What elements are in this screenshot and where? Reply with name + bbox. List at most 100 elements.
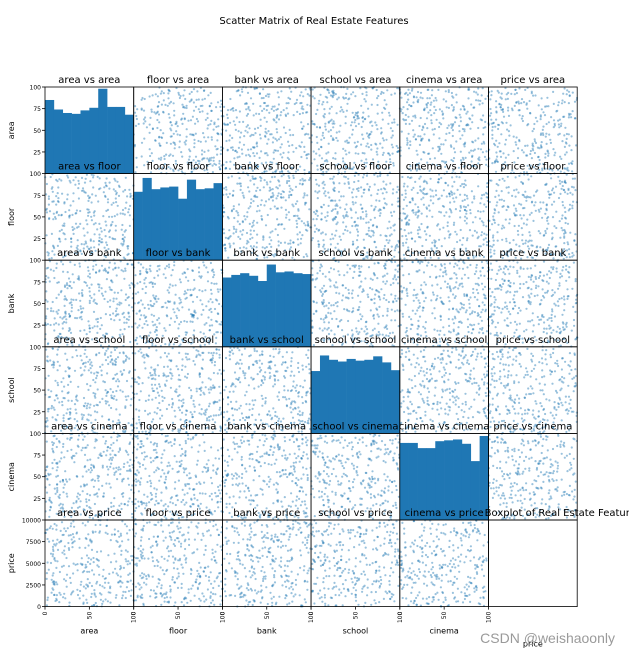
- scatter-point: [429, 103, 432, 106]
- scatter-point: [238, 120, 241, 124]
- scatter-point: [508, 222, 511, 225]
- scatter-point: [501, 205, 504, 208]
- scatter-point: [57, 335, 60, 338]
- scatter-point: [513, 161, 516, 164]
- scatter-point: [74, 212, 77, 215]
- scatter-point: [484, 294, 487, 297]
- scatter-point: [184, 331, 187, 334]
- scatter-point: [234, 128, 237, 131]
- scatter-point: [367, 221, 370, 224]
- scatter-point: [243, 135, 246, 138]
- scatter-point: [263, 101, 267, 105]
- scatter-point: [347, 292, 351, 295]
- scatter-point: [239, 237, 242, 240]
- scatter-point: [546, 217, 549, 220]
- scatter-point: [189, 313, 193, 316]
- scatter-point: [47, 342, 50, 345]
- scatter-point: [360, 125, 363, 129]
- scatter-point: [397, 297, 400, 300]
- scatter-point: [388, 220, 391, 223]
- scatter-point: [113, 395, 116, 398]
- scatter-point: [225, 188, 228, 191]
- scatter-point: [364, 325, 367, 328]
- scatter-point: [82, 414, 85, 417]
- scatter-point: [51, 190, 54, 193]
- scatter-point: [299, 145, 302, 148]
- scatter-point: [196, 90, 199, 93]
- scatter-point: [62, 232, 65, 235]
- scatter-point: [363, 246, 366, 250]
- scatter-point: [166, 365, 169, 368]
- scatter-point: [261, 218, 264, 221]
- scatter-point: [176, 307, 179, 310]
- scatter-point: [555, 210, 558, 213]
- scatter-point: [560, 252, 563, 255]
- scatter-point: [56, 192, 59, 195]
- scatter-point: [276, 194, 279, 197]
- scatter-point: [235, 230, 238, 233]
- scatter-point: [326, 160, 329, 163]
- scatter-point: [541, 132, 545, 135]
- scatter-point: [564, 230, 567, 233]
- scatter-point: [47, 254, 50, 257]
- scatter-point: [438, 210, 441, 213]
- scatter-point: [347, 252, 351, 256]
- scatter-point: [530, 292, 533, 295]
- scatter-point: [233, 254, 236, 257]
- scatter-point: [109, 299, 112, 302]
- scatter-point: [61, 390, 64, 393]
- scatter-point: [377, 322, 380, 325]
- scatter-point: [205, 305, 208, 308]
- scatter-point: [231, 107, 234, 110]
- scatter-point: [282, 190, 285, 194]
- scatter-point: [461, 267, 465, 270]
- scatter-point: [151, 127, 154, 130]
- scatter-point: [419, 116, 422, 120]
- scatter-point: [471, 328, 474, 331]
- scatter-point: [427, 111, 430, 114]
- scatter-point: [230, 209, 234, 212]
- scatter-point: [417, 232, 420, 235]
- scatter-point: [125, 398, 128, 401]
- scatter-point: [281, 190, 284, 193]
- scatter-point: [102, 269, 105, 272]
- scatter-point: [155, 337, 158, 340]
- scatter-point: [402, 253, 405, 256]
- scatter-point: [497, 339, 500, 342]
- scatter-point: [499, 284, 502, 287]
- scatter-point: [554, 304, 557, 307]
- scatter-point: [350, 216, 353, 219]
- scatter-point: [281, 170, 284, 174]
- scatter-point: [500, 311, 503, 314]
- scatter-point: [45, 348, 48, 351]
- scatter-point: [505, 121, 508, 124]
- scatter-point: [463, 128, 466, 131]
- scatter-point: [160, 90, 163, 93]
- scatter-point: [459, 116, 462, 119]
- scatter-point: [220, 149, 223, 152]
- scatter-point: [387, 122, 390, 125]
- scatter-point: [336, 305, 339, 308]
- scatter-point: [103, 186, 106, 189]
- scatter-point: [320, 338, 323, 341]
- scatter-point: [327, 121, 330, 124]
- scatter-point: [258, 112, 261, 116]
- scatter-point: [93, 210, 96, 213]
- scatter-point: [465, 294, 468, 297]
- scatter-point: [490, 179, 493, 182]
- scatter-point: [371, 86, 374, 90]
- scatter-point: [118, 318, 121, 321]
- scatter-point: [359, 285, 362, 288]
- scatter-point: [355, 223, 358, 227]
- scatter-point: [417, 135, 420, 138]
- scatter-point: [419, 175, 422, 178]
- scatter-point: [459, 308, 462, 311]
- scatter-point: [550, 203, 554, 206]
- scatter-point: [457, 287, 460, 290]
- scatter-point: [141, 96, 144, 100]
- scatter-point: [408, 122, 411, 126]
- scatter-point: [49, 359, 52, 362]
- scatter-point: [173, 141, 176, 145]
- scatter-point: [393, 249, 396, 252]
- scatter-point: [150, 313, 153, 316]
